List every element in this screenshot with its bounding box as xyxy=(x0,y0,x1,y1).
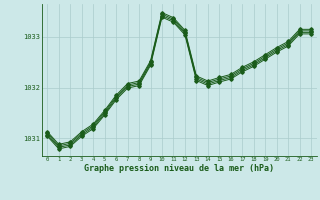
X-axis label: Graphe pression niveau de la mer (hPa): Graphe pression niveau de la mer (hPa) xyxy=(84,164,274,173)
